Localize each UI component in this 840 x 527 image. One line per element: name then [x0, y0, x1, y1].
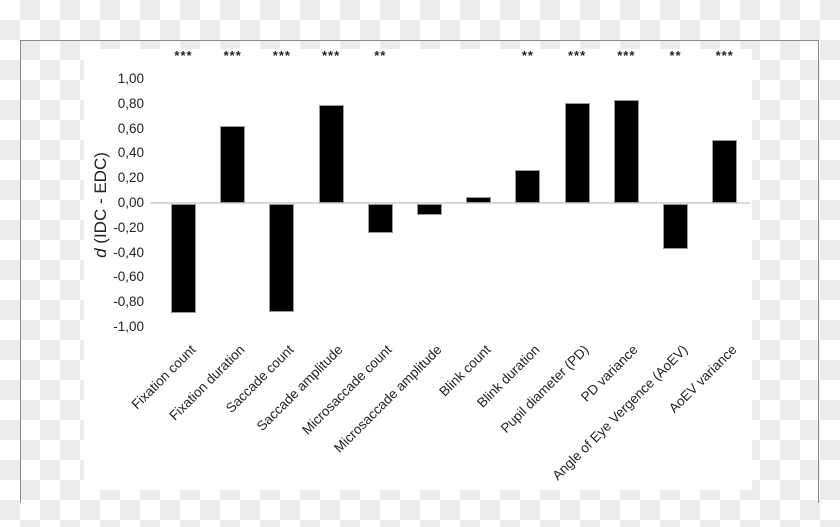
significance-marker: *** [715, 48, 734, 63]
y-tick-label: -0,40 [113, 244, 144, 260]
zero-baseline [150, 202, 750, 204]
bar [466, 196, 492, 203]
bar [220, 126, 246, 203]
significance-marker: *** [223, 48, 242, 63]
y-tick-label: 1,00 [117, 71, 144, 86]
bar [712, 139, 738, 203]
significance-marker: ** [521, 48, 534, 63]
y-axis-label-italic: d [91, 248, 110, 258]
bar [663, 204, 688, 249]
significance-marker: ** [374, 48, 387, 63]
y-axis-label: d (IDC - EDC) [91, 152, 111, 258]
figure-frame [20, 40, 819, 503]
bar [367, 204, 393, 233]
significance-marker: *** [174, 48, 193, 63]
y-tick-label: -1,00 [113, 319, 144, 334]
y-tick-label: -0,20 [113, 219, 144, 235]
bar [564, 102, 590, 203]
significance-marker: *** [272, 48, 291, 63]
y-axis-label-rest: (IDC - EDC) [91, 152, 110, 249]
bar [417, 204, 442, 216]
significance-marker: ** [669, 48, 682, 63]
significance-marker: *** [322, 48, 341, 63]
plot-background-top [84, 41, 100, 50]
y-tick-label: 0,20 [117, 170, 144, 186]
bar [318, 105, 344, 203]
bar [613, 100, 639, 203]
y-tick-label: 0,40 [117, 145, 144, 161]
y-tick-label: -0,80 [113, 294, 144, 310]
bar [269, 204, 295, 312]
y-tick-label: 0,00 [117, 195, 144, 210]
y-tick-label: 0,80 [117, 95, 144, 111]
y-tick-label: -0,60 [113, 269, 144, 285]
significance-marker: *** [617, 48, 636, 63]
bar [171, 204, 196, 314]
significance-marker: *** [568, 48, 587, 63]
bar [515, 169, 541, 203]
y-tick-label: 0,60 [117, 120, 144, 136]
